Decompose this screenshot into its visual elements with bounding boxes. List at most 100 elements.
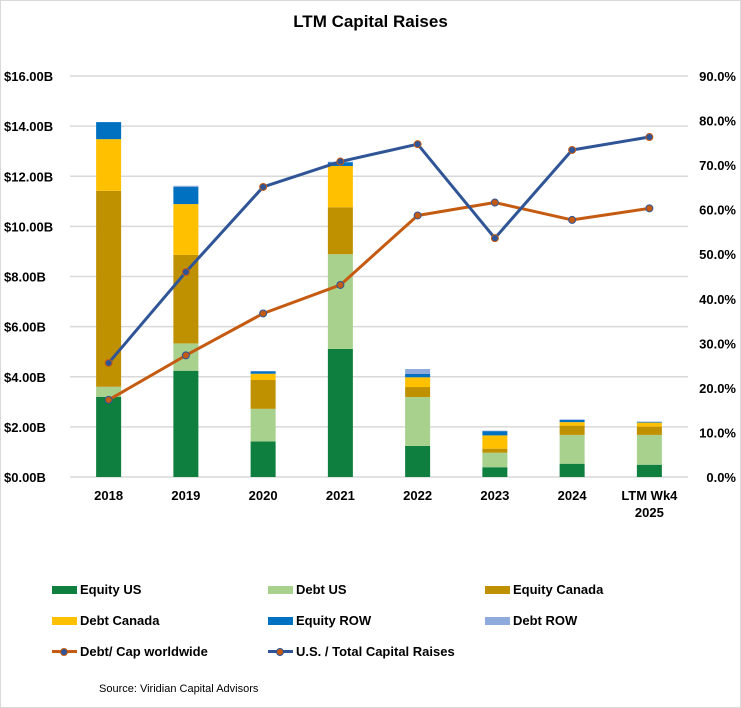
bar-debt-us-7[interactable]: [636, 434, 662, 465]
bar-debt-canada-5[interactable]: [482, 435, 508, 449]
point-u-s-total-capital-raises-0[interactable]: [104, 358, 113, 367]
lines: [104, 133, 654, 404]
legend-label: Debt Canada: [80, 613, 160, 628]
bar-equity-us-7[interactable]: [636, 464, 662, 477]
bar-equity-canada-6[interactable]: [559, 425, 585, 435]
point-debt-cap-worldwide-1[interactable]: [181, 351, 190, 360]
bar-debt-row-5[interactable]: [482, 430, 508, 432]
bar-debt-canada-0[interactable]: [96, 139, 122, 191]
y2-tick-label: 30.0%: [699, 336, 736, 351]
point-u-s-total-capital-raises-4[interactable]: [413, 140, 422, 149]
legend-item-us-total-capital-raises[interactable]: U.S. / Total Capital Raises: [268, 644, 455, 659]
point-u-s-total-capital-raises-5[interactable]: [490, 234, 499, 243]
bar-equity-us-0[interactable]: [96, 396, 122, 477]
legend-label: Equity ROW: [296, 613, 372, 628]
line-debt-cap-worldwide[interactable]: [107, 201, 650, 402]
bar-debt-us-6[interactable]: [559, 434, 585, 464]
bar-debt-us-5[interactable]: [482, 452, 508, 468]
x-tick-label: 2023: [480, 488, 509, 503]
bar-equity-row-2[interactable]: [250, 371, 276, 374]
y-tick-label: $2.00B: [4, 420, 46, 435]
bar-debt-row-7[interactable]: [636, 421, 662, 423]
bar-equity-us-6[interactable]: [559, 463, 585, 477]
bar-debt-row-1[interactable]: [173, 185, 199, 188]
legend-swatch-debt-us: [268, 585, 293, 594]
legend-item-debt-canada[interactable]: Debt Canada: [52, 613, 159, 628]
bar-debt-canada-4[interactable]: [405, 377, 431, 388]
legend-line-marker-icon: [52, 646, 77, 658]
bar-debt-row-6[interactable]: [559, 419, 585, 420]
bar-debt-row-4[interactable]: [405, 368, 431, 374]
bar-equity-canada-7[interactable]: [636, 426, 662, 435]
point-debt-cap-worldwide-4[interactable]: [413, 211, 422, 220]
y-tick-label: $14.00B: [4, 119, 53, 134]
y2-tick-label: 40.0%: [699, 292, 736, 307]
line-u-s-total-capital-raises[interactable]: [107, 135, 650, 364]
bar-debt-us-3[interactable]: [327, 254, 353, 349]
legend-swatch-debt-canada: [52, 616, 77, 625]
bar-equity-canada-4[interactable]: [405, 387, 431, 398]
bar-debt-canada-7[interactable]: [636, 422, 662, 427]
point-debt-cap-worldwide-0[interactable]: [104, 395, 113, 404]
bar-equity-row-0[interactable]: [96, 122, 122, 140]
bar-equity-canada-2[interactable]: [250, 380, 276, 409]
bar-debt-canada-6[interactable]: [559, 422, 585, 426]
y-axis-right: 0.0% 10.0% 20.0% 30.0% 40.0% 50.0% 60.0% 70.0% 8…: [699, 69, 736, 485]
point-u-s-total-capital-raises-2[interactable]: [259, 182, 268, 191]
bar-equity-row-5[interactable]: [482, 431, 508, 436]
bar-equity-us-1[interactable]: [173, 370, 199, 477]
bar-equity-us-4[interactable]: [405, 445, 431, 477]
legend-label: Equity US: [80, 582, 142, 597]
legend-item-equity-canada[interactable]: Equity Canada: [485, 582, 603, 597]
bar-debt-us-0[interactable]: [96, 386, 122, 397]
bar-equity-row-1[interactable]: [173, 187, 199, 205]
y2-tick-label: 20.0%: [699, 381, 736, 396]
legend-swatch-debt-row: [485, 616, 510, 625]
y-tick-label: $12.00B: [4, 169, 53, 184]
legend-swatch-equity-row: [268, 616, 293, 625]
bar-equity-canada-0[interactable]: [96, 190, 122, 387]
legend-item-debt-cap-worldwide[interactable]: Debt/ Cap worldwide: [52, 644, 208, 659]
point-debt-cap-worldwide-3[interactable]: [336, 280, 345, 289]
legend-item-debt-us[interactable]: Debt US: [268, 582, 347, 597]
legend-label: Equity Canada: [513, 582, 604, 597]
legend-item-debt-row[interactable]: Debt ROW: [485, 613, 577, 628]
point-u-s-total-capital-raises-7[interactable]: [645, 133, 654, 142]
x-tick-label: 2020: [249, 488, 278, 503]
legend-label: Debt ROW: [513, 613, 578, 628]
y-tick-label: $4.00B: [4, 370, 46, 385]
point-u-s-total-capital-raises-1[interactable]: [181, 268, 190, 277]
bar-debt-row-2[interactable]: [250, 370, 276, 372]
point-u-s-total-capital-raises-3[interactable]: [336, 157, 345, 166]
bar-equity-row-4[interactable]: [405, 373, 431, 378]
y-axis-left: $0.00B $2.00B $4.00B $6.00B $8.00B $10.00B $12…: [4, 69, 53, 485]
bar-equity-us-3[interactable]: [327, 348, 353, 477]
point-debt-cap-worldwide-7[interactable]: [645, 204, 654, 213]
legend-item-equity-us[interactable]: Equity US: [52, 582, 141, 597]
bar-equity-canada-5[interactable]: [482, 448, 508, 453]
point-u-s-total-capital-raises-6[interactable]: [568, 145, 577, 154]
bar-equity-row-7[interactable]: [636, 421, 662, 423]
bar-equity-canada-3[interactable]: [327, 207, 353, 255]
point-debt-cap-worldwide-5[interactable]: [490, 198, 499, 207]
x-axis: 2018 2019 2020 2021 2022 2023 2024 LTM Wk4 2025: [94, 488, 678, 520]
bar-equity-us-2[interactable]: [250, 441, 276, 477]
bar-debt-canada-3[interactable]: [327, 165, 353, 208]
legend-item-equity-row[interactable]: Equity ROW: [268, 613, 371, 628]
bar-equity-row-6[interactable]: [559, 419, 585, 423]
legend-label: Debt/ Cap worldwide: [80, 644, 208, 659]
bar-debt-us-4[interactable]: [405, 397, 431, 446]
x-tick-label: 2024: [558, 488, 588, 503]
bar-debt-canada-2[interactable]: [250, 373, 276, 381]
y2-tick-label: 70.0%: [699, 158, 736, 173]
point-debt-cap-worldwide-2[interactable]: [259, 309, 268, 318]
bar-debt-canada-1[interactable]: [173, 204, 199, 255]
bar-debt-us-2[interactable]: [250, 408, 276, 442]
point-debt-cap-worldwide-6[interactable]: [568, 215, 577, 224]
y2-tick-label: 0.0%: [706, 470, 736, 485]
legend-label: U.S. / Total Capital Raises: [296, 644, 455, 659]
x-tick-label: 2019: [171, 488, 200, 503]
bar-equity-us-5[interactable]: [482, 467, 508, 477]
